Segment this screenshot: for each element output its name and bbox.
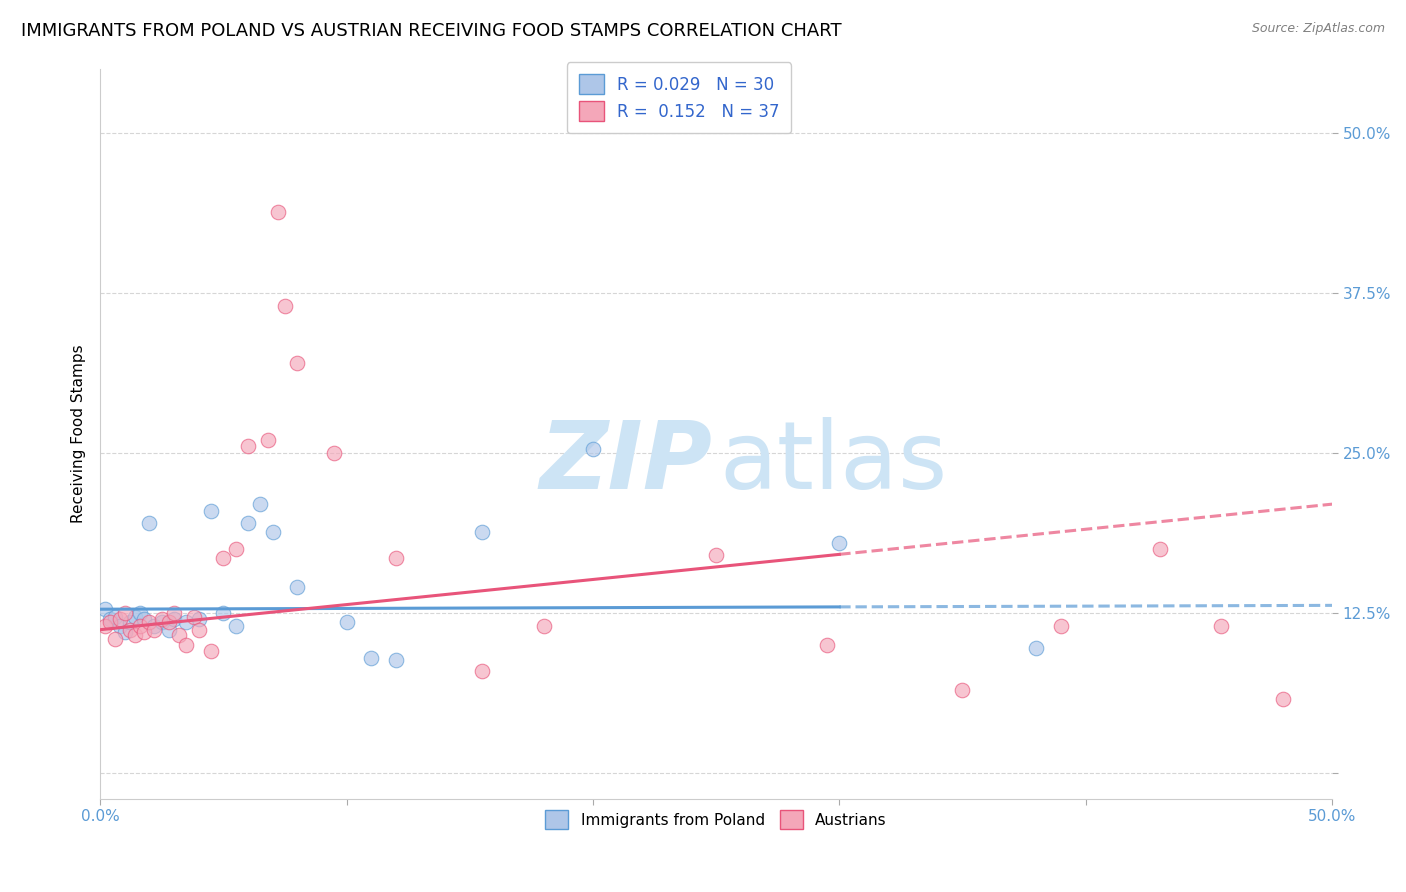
Point xyxy=(285,581,308,595)
Point xyxy=(124,628,146,642)
Point xyxy=(1025,640,1047,655)
Point xyxy=(225,619,247,633)
Point xyxy=(187,612,209,626)
Legend: Immigrants from Poland, Austrians: Immigrants from Poland, Austrians xyxy=(540,805,893,835)
Point xyxy=(285,356,308,370)
Point xyxy=(167,628,190,642)
Point xyxy=(256,433,278,447)
Point xyxy=(249,497,271,511)
Point xyxy=(212,551,235,566)
Point xyxy=(471,664,494,678)
Point xyxy=(815,638,838,652)
Point xyxy=(98,612,121,626)
Point xyxy=(114,625,136,640)
Point xyxy=(471,525,494,540)
Point xyxy=(128,619,150,633)
Point xyxy=(176,638,198,652)
Point xyxy=(108,619,131,633)
Point xyxy=(262,525,284,540)
Point xyxy=(533,619,555,633)
Point xyxy=(187,623,209,637)
Point xyxy=(138,615,160,629)
Point xyxy=(952,682,974,697)
Point xyxy=(98,615,121,629)
Point xyxy=(176,615,198,629)
Point xyxy=(236,516,259,531)
Text: ZIP: ZIP xyxy=(540,417,713,509)
Point xyxy=(200,503,222,517)
Point xyxy=(138,516,160,531)
Point xyxy=(104,610,127,624)
Point xyxy=(200,644,222,658)
Point xyxy=(1211,619,1233,633)
Point xyxy=(128,606,150,620)
Text: IMMIGRANTS FROM POLAND VS AUSTRIAN RECEIVING FOOD STAMPS CORRELATION CHART: IMMIGRANTS FROM POLAND VS AUSTRIAN RECEI… xyxy=(21,22,842,40)
Point xyxy=(163,606,186,620)
Point xyxy=(118,623,141,637)
Point xyxy=(1271,692,1294,706)
Point xyxy=(143,619,166,633)
Point xyxy=(104,632,127,646)
Point xyxy=(212,606,235,620)
Point xyxy=(274,299,297,313)
Point xyxy=(94,602,117,616)
Point xyxy=(1149,541,1171,556)
Point xyxy=(124,610,146,624)
Point xyxy=(150,612,173,626)
Point xyxy=(323,446,346,460)
Point xyxy=(385,653,408,667)
Point xyxy=(236,440,259,454)
Point xyxy=(266,205,288,219)
Point xyxy=(828,535,851,549)
Point xyxy=(335,615,357,629)
Point xyxy=(163,612,186,626)
Point xyxy=(582,442,605,456)
Point xyxy=(183,610,205,624)
Point xyxy=(114,606,136,620)
Point xyxy=(385,551,408,566)
Text: Source: ZipAtlas.com: Source: ZipAtlas.com xyxy=(1251,22,1385,36)
Point xyxy=(704,549,727,563)
Point xyxy=(1050,619,1073,633)
Point xyxy=(150,615,173,629)
Point xyxy=(134,612,156,626)
Point xyxy=(360,651,382,665)
Point xyxy=(134,625,156,640)
Point xyxy=(118,615,141,629)
Text: atlas: atlas xyxy=(720,417,948,509)
Y-axis label: Receiving Food Stamps: Receiving Food Stamps xyxy=(72,344,86,523)
Point xyxy=(108,612,131,626)
Point xyxy=(143,623,166,637)
Point xyxy=(225,541,247,556)
Point xyxy=(157,615,180,629)
Point xyxy=(157,623,180,637)
Point xyxy=(94,619,117,633)
